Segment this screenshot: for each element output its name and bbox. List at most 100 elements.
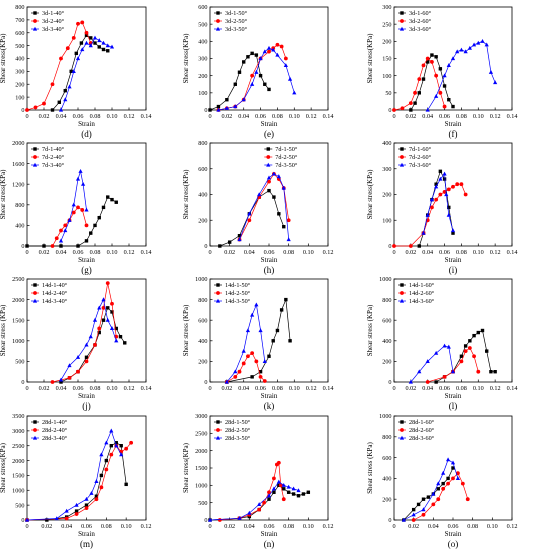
x-tick-label: 0.06 <box>448 523 459 530</box>
data-point <box>434 197 439 202</box>
data-point <box>271 47 276 52</box>
legend-label: 3d-2-60° <box>409 18 432 25</box>
legend-label: 7d-1-40° <box>42 146 65 153</box>
data-point <box>97 38 102 43</box>
data-point <box>89 36 93 40</box>
data-point <box>430 60 434 64</box>
data-point <box>301 492 306 496</box>
data-point <box>292 90 297 95</box>
y-tick-label: 100 <box>382 73 391 80</box>
data-point <box>446 187 451 192</box>
data-point <box>431 491 436 496</box>
y-tick-label: 500 <box>198 21 207 28</box>
y-tick-label: 0 <box>21 517 24 524</box>
data-point <box>277 212 281 216</box>
legend-marker <box>33 291 37 295</box>
series-3 <box>216 45 297 112</box>
data-point <box>94 497 99 502</box>
data-point <box>446 212 451 217</box>
y-tick-label: 200 <box>382 192 391 199</box>
data-point <box>71 36 76 40</box>
data-point <box>67 363 72 368</box>
legend-label: 3d-1-50° <box>225 10 248 17</box>
x-tick-label: 0.12 <box>306 385 317 392</box>
plot-frame <box>26 142 147 247</box>
plot-frame <box>26 278 147 383</box>
chart-panel-6: 0 0.02 0.04 0.06 0.08 0.10 0.12 0.14 0 100 200 300 4… <box>366 140 517 275</box>
data-point <box>442 177 447 181</box>
data-point <box>217 518 222 522</box>
data-point <box>267 490 271 495</box>
data-point <box>277 483 281 488</box>
data-point <box>257 507 262 512</box>
data-point <box>104 458 109 463</box>
legend-label: 28d-3-60° <box>409 435 435 442</box>
data-point <box>250 312 255 317</box>
x-tick-label: 0.02 <box>221 385 232 392</box>
data-point <box>89 231 93 235</box>
data-point <box>33 105 38 110</box>
data-point <box>114 441 118 445</box>
data-point <box>233 104 238 109</box>
panel-caption: (g) <box>81 265 92 275</box>
x-tick-label: 0.10 <box>107 249 118 256</box>
data-point <box>76 205 80 210</box>
data-point <box>84 239 89 243</box>
legend-label: 14d-3-60° <box>409 298 435 305</box>
y-tick-label: 150 <box>382 56 391 63</box>
data-point <box>59 380 63 384</box>
data-point <box>216 107 221 112</box>
data-point <box>417 91 421 95</box>
y-axis-label: Shear stress(KPa) <box>0 33 7 84</box>
x-tick-label: 0 <box>392 523 395 530</box>
data-point <box>438 67 443 71</box>
data-point <box>42 244 46 248</box>
x-tick-label: 0.10 <box>289 113 300 120</box>
data-point <box>74 502 79 507</box>
data-point <box>465 497 470 502</box>
x-tick-label: 0.06 <box>264 523 275 530</box>
y-tick-label: 0 <box>21 107 24 114</box>
x-tick-label: 0.04 <box>56 113 67 120</box>
data-point <box>58 107 64 112</box>
y-tick-label: 800 <box>198 140 207 147</box>
data-point <box>480 39 485 43</box>
data-point <box>451 184 455 189</box>
chart-panel-9: 0 0.02 0.04 0.06 0.08 0.10 0.12 0.14 0 200 400 600 8… <box>366 276 517 411</box>
series-1 <box>225 297 292 384</box>
data-point <box>50 108 55 112</box>
x-axis-label: Strain <box>445 392 462 400</box>
data-point <box>408 379 413 384</box>
y-tick-label: 500 <box>198 500 207 507</box>
x-tick-label: 0.06 <box>73 385 84 392</box>
x-tick-label: 0.04 <box>61 523 72 530</box>
data-point <box>110 310 114 314</box>
data-point <box>76 21 80 26</box>
y-tick-label: 100 <box>15 94 24 101</box>
y-tick-label: 400 <box>198 192 207 199</box>
data-point <box>266 175 272 180</box>
data-point <box>281 483 286 487</box>
chart-panel-5: 0 0.02 0.04 0.06 0.08 0.10 0.12 0 200 400 600 800 St… <box>182 140 333 275</box>
series-line <box>26 442 132 521</box>
data-point <box>64 516 69 521</box>
data-point <box>101 305 106 310</box>
series-3 <box>224 302 267 384</box>
y-tick-label: 400 <box>198 338 207 345</box>
x-tick-label: 0.14 <box>141 113 152 120</box>
data-point <box>446 476 450 481</box>
data-point <box>245 328 251 333</box>
series-line <box>394 183 466 247</box>
data-point <box>241 348 246 353</box>
data-point <box>69 69 73 74</box>
data-point <box>279 44 284 49</box>
data-point <box>124 446 129 451</box>
data-point <box>279 308 284 312</box>
data-point <box>446 481 450 486</box>
y-tick-label: 0 <box>204 379 207 386</box>
series-3 <box>401 457 461 522</box>
series-3 <box>207 479 301 522</box>
y-axis-label: Shear stress(KPa) <box>366 33 374 84</box>
panel-caption: (h) <box>264 265 275 275</box>
data-point <box>283 56 288 61</box>
